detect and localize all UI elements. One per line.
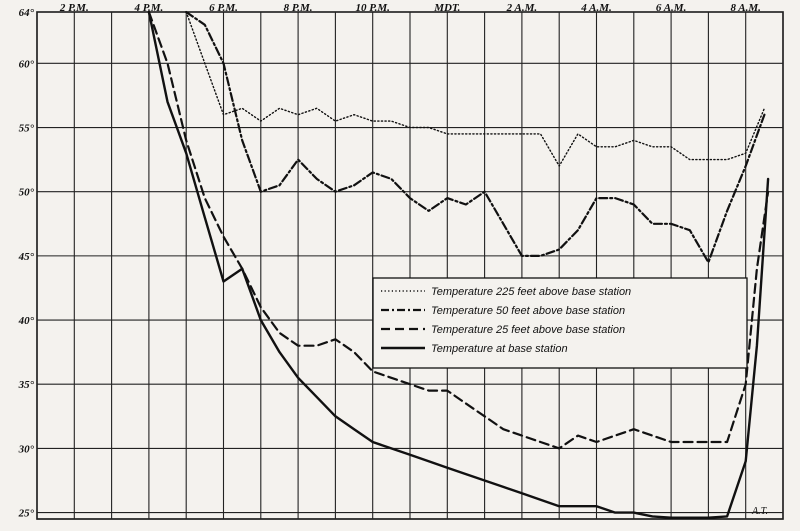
- y-tick-label: 35°: [18, 379, 35, 391]
- signature-initials: A.T.: [751, 506, 768, 517]
- legend-label: Temperature 25 feet above base station: [431, 324, 625, 336]
- y-tick-label: 64°: [19, 7, 35, 19]
- legend-label: Temperature 50 feet above base station: [431, 305, 625, 317]
- x-tick-label: 8 A.M.: [730, 2, 760, 14]
- y-axis-ticks: 25° 30° 35° 40° 45° 50° 55° 60° 64°: [18, 7, 35, 520]
- y-tick-label: 40°: [18, 315, 35, 327]
- y-tick-label: 60°: [19, 58, 35, 70]
- y-tick-label: 45°: [18, 251, 35, 263]
- y-tick-label: 55°: [19, 123, 35, 135]
- legend-box: [372, 277, 748, 369]
- x-tick-label: 4 P.M.: [133, 2, 163, 14]
- x-tick-label: 8 P.M.: [284, 2, 313, 14]
- x-tick-label: 6 A.M.: [656, 2, 686, 14]
- series-line-3: [147, 10, 770, 450]
- x-tick-label: 2 P.M.: [59, 2, 89, 14]
- legend-label: Temperature 225 feet above base station: [431, 286, 631, 298]
- y-tick-label: 25°: [18, 508, 35, 520]
- series-line-2: [185, 10, 766, 264]
- x-axis-ticks: 2 P.M. 4 P.M. 6 P.M. 8 P.M. 10 P.M. MDT. 2 A.M…: [59, 2, 761, 14]
- legend-label: Temperature at base station: [431, 343, 568, 355]
- series-lines: [147, 10, 770, 519]
- series-line-1: [185, 11, 766, 167]
- x-tick-label: 10 P.M.: [356, 2, 390, 14]
- x-tick-label: 2 A.M.: [506, 2, 537, 14]
- legend: Temperature 225 feet above base station T…: [372, 277, 748, 369]
- y-tick-label: 30°: [18, 443, 35, 455]
- x-tick-label: 4 A.M.: [580, 2, 611, 14]
- x-tick-label: MDT.: [433, 2, 460, 14]
- x-tick-label: 6 P.M.: [209, 2, 238, 14]
- y-tick-label: 50°: [19, 187, 35, 199]
- series-line-4: [147, 10, 770, 519]
